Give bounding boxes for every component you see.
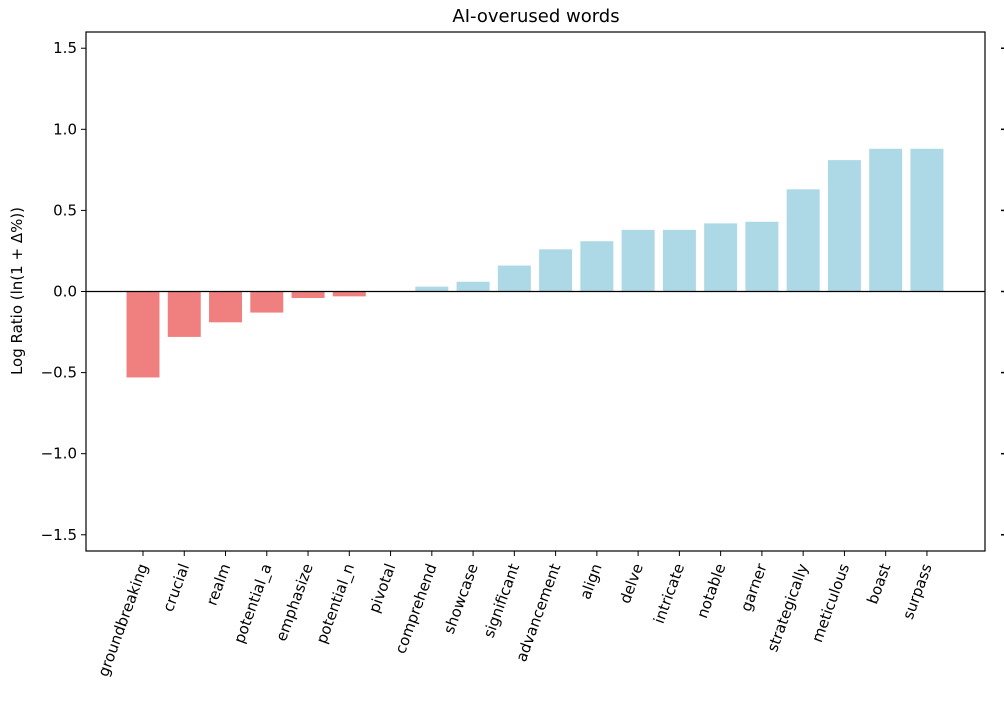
x-tick-label: delve — [616, 561, 647, 606]
x-tick-label: align — [576, 561, 605, 602]
bar-meticulous — [827, 160, 861, 292]
x-tick-label: realm — [203, 561, 235, 608]
bar-delve — [621, 229, 655, 292]
y-tick-label: −1.5 — [41, 526, 77, 544]
y-tick-label: 0.5 — [53, 201, 77, 219]
bar-potential_n — [332, 291, 366, 297]
x-tick-label: meticulous — [808, 561, 853, 645]
bar-showcase — [456, 281, 490, 292]
x-tick-label: crucial — [159, 561, 193, 614]
chart-title: AI-overused words — [452, 6, 619, 27]
y-tick-label: −1.0 — [41, 445, 77, 463]
bar-potential_a — [250, 291, 284, 313]
y-axis: 1.5 1.0 0.5 0.0 −0.5 −1.0 −1.5 — [41, 39, 86, 544]
x-tick-label: potential_a — [230, 561, 276, 646]
x-tick-label: strategically — [763, 561, 812, 654]
bar-advancement — [539, 249, 573, 292]
bars-group — [126, 148, 944, 378]
bar-intricate — [662, 229, 696, 292]
x-tick-label: boast — [863, 561, 894, 606]
x-tick-label: advancement — [512, 561, 564, 664]
y-tick-label: 0.0 — [53, 283, 77, 301]
plot-frame — [85, 31, 986, 552]
x-tick-label: significant — [480, 561, 523, 640]
bar-comprehend — [415, 286, 449, 292]
y-tick-label: −0.5 — [41, 364, 77, 382]
bar-notable — [704, 223, 738, 292]
bar-surpass — [910, 148, 944, 292]
bar-boast — [869, 148, 903, 292]
bar-crucial — [167, 291, 201, 337]
x-tick-label: groundbreaking — [94, 561, 152, 679]
x-tick-label: intricate — [650, 561, 688, 626]
bar-align — [580, 241, 614, 292]
bar-emphasize — [291, 291, 325, 298]
y-axis-label: Log Ratio (ln(1 + Δ%)) — [8, 207, 26, 375]
x-tick-label: potential_n — [313, 561, 359, 646]
x-tick-label: showcase — [440, 561, 482, 636]
bar-groundbreaking — [126, 291, 160, 378]
bar-realm — [209, 291, 243, 323]
bar-significant — [497, 265, 531, 292]
y-tick-label: 1.5 — [53, 39, 77, 57]
y-tick-label: 1.0 — [53, 120, 77, 138]
x-axis: groundbreaking crucial realmpotential_aemp… — [94, 551, 936, 679]
bar-garner — [745, 221, 779, 292]
x-tick-label: comprehend — [391, 561, 440, 656]
x-tick-label: notable — [693, 561, 729, 620]
bar-strategically — [786, 189, 820, 292]
x-tick-label: garner — [737, 560, 771, 613]
x-tick-label: pivotal — [365, 561, 399, 615]
x-tick-label: emphasize — [272, 561, 317, 643]
x-tick-label: surpass — [899, 561, 936, 622]
